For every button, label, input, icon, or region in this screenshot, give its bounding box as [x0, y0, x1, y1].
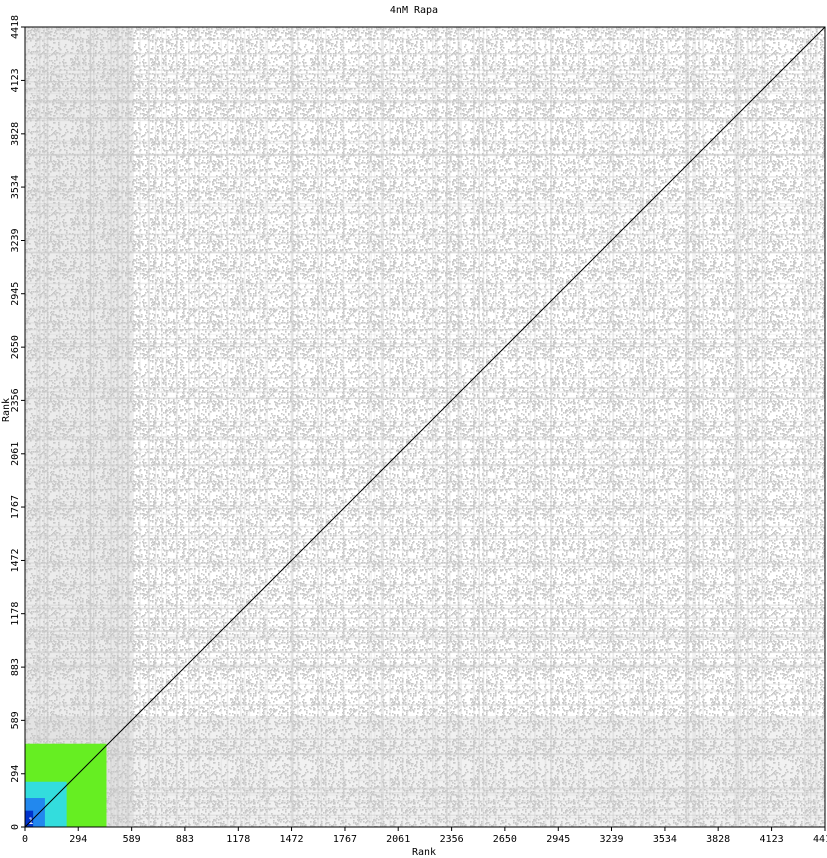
- x-tick-label: 2650: [493, 834, 517, 845]
- y-tick-label: 1767: [10, 495, 21, 519]
- y-tick-label: 2356: [10, 388, 21, 412]
- x-tick-label: 2061: [386, 834, 410, 845]
- x-tick-label: 1178: [226, 834, 250, 845]
- diagonal-reference-line: [24, 26, 826, 828]
- y-tick-label: 2650: [10, 335, 21, 359]
- corner-label: 1: [28, 817, 33, 827]
- x-tick-label: 589: [123, 834, 141, 845]
- chart-title: 4nM Rapa: [390, 5, 438, 16]
- x-axis: 0 294 589 883 1178 1472 1767 2061 2356 2650 2945 32…: [22, 827, 827, 845]
- density-region-level-4: [25, 810, 34, 827]
- y-tick-label: 3534: [10, 175, 21, 199]
- x-tick-label: 3828: [706, 834, 730, 845]
- x-tick-label: 0: [22, 834, 28, 845]
- y-tick-label: 4418: [10, 15, 21, 39]
- y-tick-label: 3828: [10, 122, 21, 146]
- x-tick-label: 294: [69, 834, 87, 845]
- x-axis-label: Rank: [412, 847, 436, 858]
- dense-bottom-band: [25, 718, 825, 827]
- x-tick-label: 1472: [279, 834, 303, 845]
- y-axis: 0 294 589 883 1178 1472 1767 2061 2356 2650 2945 32…: [10, 15, 25, 830]
- plot-frame: [24, 26, 826, 828]
- y-tick-label: 883: [10, 658, 21, 676]
- y-tick-label: 1472: [10, 548, 21, 572]
- x-tick-label: 883: [176, 834, 194, 845]
- y-tick-label: 2945: [10, 282, 21, 306]
- y-tick-label: 1178: [10, 602, 21, 626]
- y-axis-label: Rank: [1, 398, 12, 422]
- x-tick-label: 4418: [813, 834, 827, 845]
- plot-area: 1: [24, 26, 826, 828]
- y-tick-label: 4123: [10, 68, 21, 92]
- x-tick-label: 4123: [760, 834, 784, 845]
- x-tick-label: 3534: [653, 834, 677, 845]
- x-tick-label: 2945: [546, 834, 570, 845]
- y-tick-label: 3239: [10, 228, 21, 252]
- x-tick-label: 1767: [333, 834, 357, 845]
- y-tick-label: 2061: [10, 442, 21, 466]
- x-tick-label: 3239: [599, 834, 623, 845]
- y-tick-label: 294: [10, 765, 21, 783]
- x-tick-label: 2356: [440, 834, 464, 845]
- dense-left-band: [25, 27, 134, 827]
- scatter-streaks: [25, 27, 825, 827]
- y-tick-label: 0: [10, 824, 21, 830]
- y-tick-label: 589: [10, 711, 21, 729]
